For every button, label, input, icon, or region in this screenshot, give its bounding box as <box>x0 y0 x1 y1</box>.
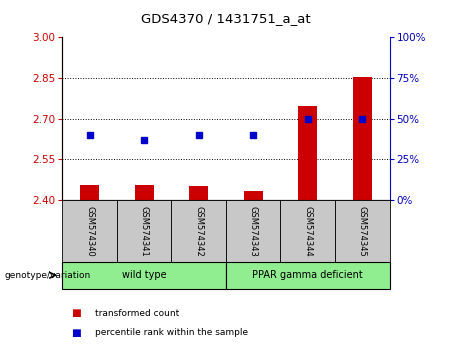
Bar <box>353 76 372 200</box>
Bar <box>62 200 117 262</box>
Bar <box>226 262 390 289</box>
Bar <box>243 190 263 200</box>
Text: transformed count: transformed count <box>95 309 179 318</box>
Bar <box>335 200 390 262</box>
Text: PPAR gamma deficient: PPAR gamma deficient <box>252 270 363 280</box>
Bar <box>62 262 226 289</box>
Bar <box>171 200 226 262</box>
Bar <box>117 200 171 262</box>
Text: GSM574342: GSM574342 <box>194 206 203 256</box>
Text: GSM574345: GSM574345 <box>358 206 367 256</box>
Text: ■: ■ <box>71 328 81 338</box>
Bar <box>298 106 317 200</box>
Bar <box>280 200 335 262</box>
Text: GDS4370 / 1431751_a_at: GDS4370 / 1431751_a_at <box>141 12 311 25</box>
Bar <box>189 186 208 200</box>
Text: percentile rank within the sample: percentile rank within the sample <box>95 328 248 337</box>
Text: GSM574344: GSM574344 <box>303 206 312 256</box>
Text: GSM574340: GSM574340 <box>85 206 94 256</box>
Bar <box>80 185 99 200</box>
Text: genotype/variation: genotype/variation <box>5 271 91 280</box>
Bar <box>135 185 154 200</box>
Text: GSM574343: GSM574343 <box>248 206 258 256</box>
Text: GSM574341: GSM574341 <box>140 206 148 256</box>
Bar <box>226 200 280 262</box>
Text: wild type: wild type <box>122 270 166 280</box>
Text: ■: ■ <box>71 308 81 318</box>
